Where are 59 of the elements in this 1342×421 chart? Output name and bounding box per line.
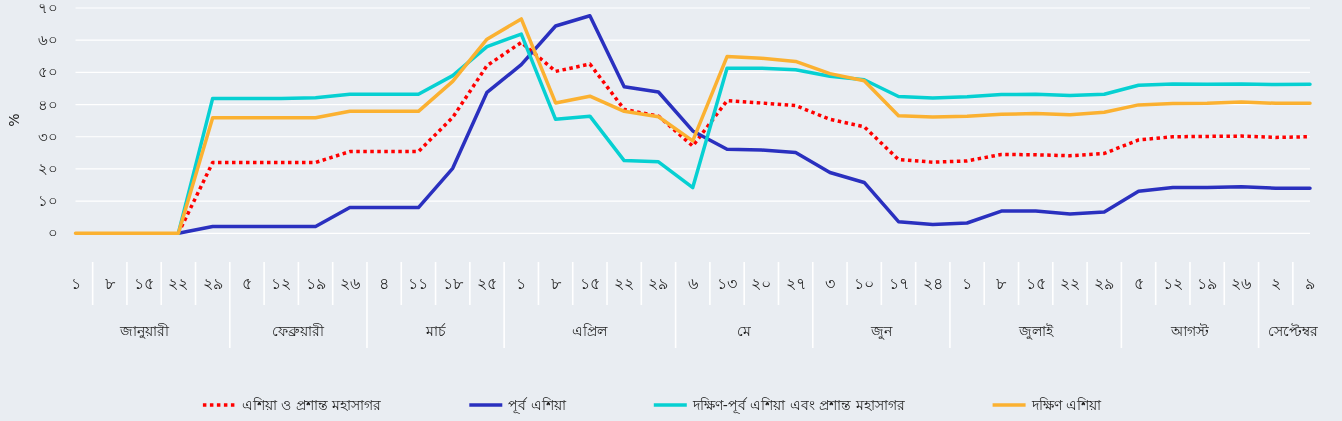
x-tick-label: ৬	[687, 273, 698, 293]
x-tick-label: ২৯	[648, 273, 669, 293]
x-tick-label: ২৭	[785, 273, 806, 293]
y-tick-label: ৫০	[37, 63, 58, 82]
x-tick-label: ২৯	[202, 273, 223, 293]
x-tick-label: ৮	[996, 273, 1008, 293]
x-tick-label: ১৫	[579, 273, 600, 293]
x-tick-label: ২৯	[1094, 273, 1115, 293]
x-tick-label: ১	[516, 273, 527, 293]
x-tick-label: ৩	[824, 273, 835, 293]
x-tick-label: ১৩	[717, 273, 738, 293]
x-tick-label: ১৫	[1025, 273, 1046, 293]
x-tick-label: ২৬	[339, 273, 360, 293]
text: আগস্ট	[1169, 323, 1209, 339]
x-tick-label: ২২	[1059, 273, 1080, 293]
x-tick-label: ৪	[379, 273, 390, 293]
x-tick-label: ২৪	[922, 273, 943, 293]
x-tick-label: ৮	[104, 273, 116, 293]
x-tick-label: ৫	[1133, 273, 1144, 293]
x-tick-label: ১১	[408, 273, 429, 293]
text: মে	[737, 323, 752, 339]
text: সেপ্টেম্বর	[1267, 323, 1318, 339]
text: এপ্রিল	[572, 323, 609, 339]
x-tick-label: ১২	[271, 273, 292, 293]
x-tick-label: ১	[70, 273, 81, 293]
x-tick-label: ১৯	[1197, 273, 1218, 293]
text: জুলাই	[1017, 323, 1054, 340]
x-tick-label: ২৬	[1231, 273, 1252, 293]
x-tick-label: ২২	[168, 273, 189, 293]
y-tick-label: ০	[47, 224, 58, 243]
x-tick-label: ২০	[751, 273, 772, 293]
text: ফেব্রুয়ারী	[272, 323, 326, 339]
x-tick-label: ৮	[550, 273, 562, 293]
x-tick-label: ৫	[241, 273, 252, 293]
x-tick-label: ১৯	[305, 273, 326, 293]
y-tick-label: ৭০	[37, 0, 58, 17]
y-tick-label: ৩০	[37, 127, 58, 146]
y-tick-label: ৪০	[37, 95, 58, 114]
text: জানুয়ারী	[118, 323, 170, 339]
legend-label: পূর্ব এশিয়া	[508, 397, 567, 414]
x-tick-label: ১৭	[888, 273, 909, 293]
x-tick-label: ১০	[854, 273, 875, 293]
legend-label: এশিয়া ও প্রশান্ত মহাসাগর	[241, 397, 382, 413]
y-tick-label: ৬০	[37, 31, 58, 50]
y-axis-title: %	[6, 113, 22, 127]
x-tick-label: ১৮	[442, 273, 464, 293]
text: জুন	[869, 323, 893, 340]
x-tick-label: ২৫	[477, 273, 497, 293]
x-tick-label: ১৫	[134, 273, 155, 293]
x-tick-label: ২২	[614, 273, 635, 293]
x-tick-label: ৯	[1305, 273, 1315, 293]
x-tick-label: ১	[962, 273, 973, 293]
legend-label: দক্ষিণ-পূর্ব এশিয়া এবং প্রশান্ত মহাসাগর	[691, 397, 905, 414]
legend-label: দক্ষিণ এশিয়া	[1030, 397, 1103, 413]
x-tick-label: ২	[1270, 273, 1281, 293]
y-tick-label: ২০	[37, 159, 58, 178]
text: মার্চ	[424, 323, 446, 339]
y-tick-label: ১০	[37, 192, 58, 211]
x-tick-label: ১২	[1162, 273, 1183, 293]
